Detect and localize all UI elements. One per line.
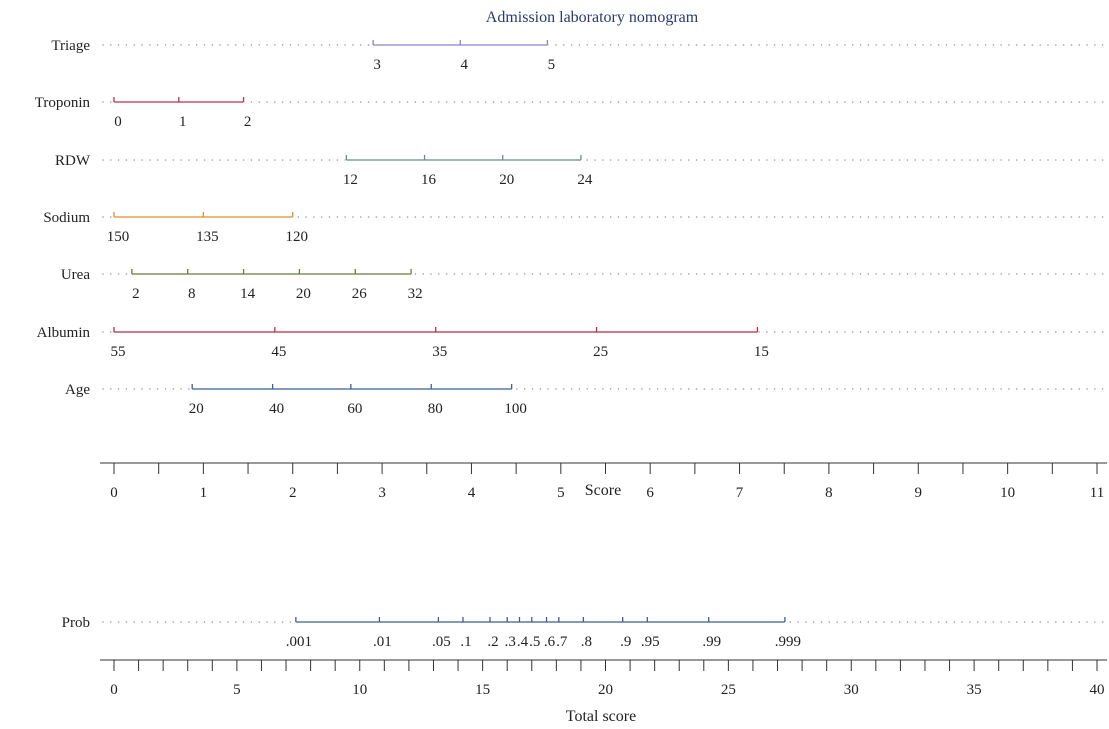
row-label-age: Age: [65, 382, 90, 398]
scale-tick-label: 14: [240, 286, 256, 302]
scale-tick-label: .05: [432, 634, 451, 650]
axis-tick-label: 0: [110, 485, 118, 501]
row-albumin: Albumin 55 45 35 25 15: [37, 324, 1106, 360]
scale-tick-label: .8: [581, 634, 592, 650]
total-score-axis: 0 5 10 15 20 25 30 35 40: [100, 659, 1107, 698]
row-label-prob: Prob: [62, 615, 90, 631]
scale-tick-label: 12: [343, 172, 358, 188]
axis-tick-label: 4: [468, 485, 476, 501]
axis-tick-label: 30: [844, 682, 859, 698]
scale-tick-label: .5: [529, 634, 540, 650]
scale-tick-label: 35: [432, 344, 447, 360]
row-label-troponin: Troponin: [35, 95, 91, 111]
axis-tick-label: 35: [967, 682, 982, 698]
scale-tick-label: 0: [114, 114, 122, 130]
scale-tick-label: 8: [188, 286, 196, 302]
score-axis: 0 1 2 3 4 5 6 7 8 9 10 11: [100, 462, 1107, 501]
axis-tick-label: 10: [352, 682, 367, 698]
scale-tick-label: 15: [754, 344, 769, 360]
axis-tick-label: 6: [646, 485, 654, 501]
scale-tick-label: .6: [544, 634, 556, 650]
axis-tick-label: 10: [1000, 485, 1015, 501]
row-label-sodium: Sodium: [43, 210, 90, 226]
axis-tick-label: 25: [721, 682, 736, 698]
axis-tick-label: 11: [1090, 485, 1104, 501]
scale-tick-label: 32: [408, 286, 423, 302]
scale-tick-label: 80: [428, 401, 443, 417]
axis-tick-label: 15: [475, 682, 490, 698]
scale-tick-label: 20: [189, 401, 204, 417]
row-label-rdw: RDW: [55, 153, 91, 169]
scale-tick-label: .001: [286, 634, 312, 650]
total-score-axis-label: Total score: [566, 708, 636, 725]
scale-tick-label: .4: [517, 634, 529, 650]
row-label-triage: Triage: [51, 38, 90, 54]
row-sodium: Sodium 150 135 120: [43, 209, 1106, 245]
scale-tick-label: .7: [556, 634, 568, 650]
scale-tick-label: 55: [111, 344, 126, 360]
scale-tick-label: 1: [179, 114, 187, 130]
scale-tick-label: 40: [269, 401, 284, 417]
scale-tick-label: .3: [505, 634, 516, 650]
scale-tick-label: 60: [347, 401, 362, 417]
scale-tick-label: 24: [577, 172, 593, 188]
scale-tick-label: .95: [641, 634, 660, 650]
row-urea: Urea 2 8 14 20 26 32: [61, 266, 1106, 302]
row-triage: Triage 3 4 5: [51, 37, 1106, 73]
scale-tick-label: .9: [620, 634, 631, 650]
score-axis-label: Score: [585, 482, 621, 499]
scale-tick-label: 3: [373, 57, 381, 73]
axis-tick-label: 3: [378, 485, 386, 501]
scale-tick-label: 120: [285, 229, 308, 245]
scale-tick-label: 2: [132, 286, 140, 302]
scale-tick-label: 5: [548, 57, 556, 73]
scale-tick-label: .2: [487, 634, 498, 650]
chart-title: Admission laboratory nomogram: [486, 9, 699, 26]
row-age: Age 20 40 60 80 100: [65, 381, 1106, 417]
scale-tick-label: 20: [499, 172, 514, 188]
axis-tick-label: 2: [289, 485, 297, 501]
axis-tick-label: 40: [1090, 682, 1105, 698]
axis-tick-label: 5: [557, 485, 565, 501]
scale-tick-label: 26: [352, 286, 368, 302]
axis-tick-label: 0: [110, 682, 118, 698]
scale-tick-label: 150: [107, 229, 130, 245]
scale-tick-label: 4: [461, 57, 469, 73]
scale-tick-label: 20: [296, 286, 311, 302]
scale-tick-label: .1: [460, 634, 471, 650]
scale-tick-label: .01: [373, 634, 392, 650]
row-label-urea: Urea: [61, 267, 90, 283]
axis-tick-label: 5: [233, 682, 241, 698]
row-label-albumin: Albumin: [37, 325, 91, 341]
axis-tick-label: 9: [915, 485, 923, 501]
prob-row: Prob .001 .01 .05 .1 .2 .3.4.5.6.7 .8 .9 .95 .99 .9…: [62, 614, 1106, 650]
scale-tick-label: 16: [421, 172, 437, 188]
scale-tick-label: 100: [504, 401, 527, 417]
axis-tick-label: 20: [598, 682, 613, 698]
axis-tick-label: 8: [825, 485, 833, 501]
scale-tick-label: .99: [702, 634, 721, 650]
axis-tick-label: 7: [736, 485, 744, 501]
row-rdw: RDW 12 16 20 24: [55, 152, 1106, 188]
scale-tick-label: .999: [775, 634, 801, 650]
scale-tick-label: 45: [271, 344, 286, 360]
scale-tick-label: 2: [244, 114, 252, 130]
scale-tick-label: 25: [593, 344, 608, 360]
row-troponin: Troponin 0 1 2: [35, 94, 1106, 130]
axis-tick-label: 1: [200, 485, 208, 501]
scale-tick-label: 135: [196, 229, 219, 245]
